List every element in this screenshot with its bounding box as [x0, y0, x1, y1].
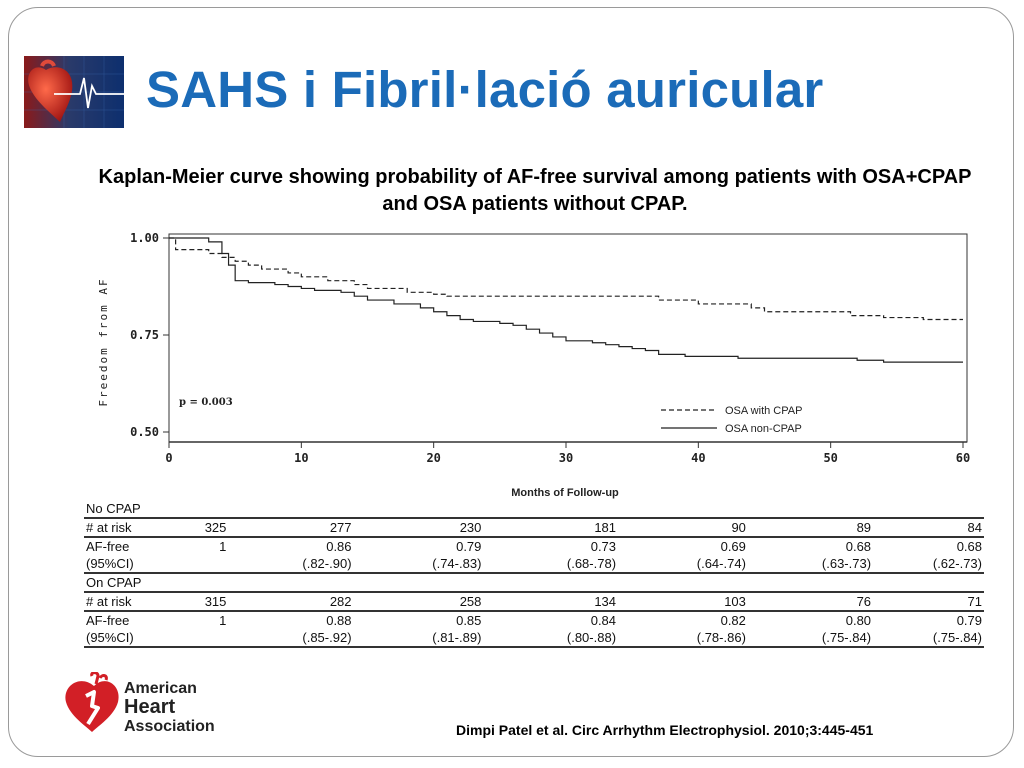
- af-free-cell: 0.85: [456, 613, 482, 628]
- ci-cell: (.78-.86): [618, 629, 748, 648]
- at-risk-cell: 230: [353, 518, 484, 538]
- heart-ecg-icon: [24, 56, 124, 128]
- aha-wordmark: American Heart Association: [124, 680, 215, 735]
- row-label: (95%CI): [84, 555, 165, 574]
- y-tick-label: 0.75: [130, 328, 159, 342]
- ci-cell: (.75-.84): [873, 629, 984, 648]
- x-tick-label: 60: [956, 451, 970, 465]
- ci-cell: [164, 629, 229, 648]
- legend-label-1: OSA with CPAP: [725, 405, 802, 417]
- ci-cell: (.75-.84): [747, 629, 874, 648]
- series-line-1: [169, 237, 963, 321]
- row-label: AF-free: [86, 539, 130, 554]
- af-free-cell: 0.86: [326, 539, 352, 554]
- at-risk-cell: 134: [483, 592, 619, 612]
- at-risk-cell: 71: [873, 592, 984, 612]
- at-risk-cell: 315: [164, 592, 229, 612]
- chart-legend: OSA with CPAP OSA non-CPAP: [661, 405, 802, 435]
- citation: Dimpi Patel et al. Circ Arrhythm Electro…: [456, 722, 874, 738]
- at-risk-cell: 89: [747, 518, 874, 538]
- group-header-row: On CPAP: [84, 573, 984, 593]
- group-label: No CPAP: [84, 500, 984, 519]
- af-free-cell: 0.68: [845, 539, 872, 554]
- p-value-annotation: p = 0.003: [179, 397, 233, 408]
- at-risk-cell: 84: [873, 518, 984, 538]
- y-tick-label: 0.50: [130, 425, 159, 439]
- row-label: # at risk: [84, 518, 165, 538]
- af-free-cell: 0.79: [456, 539, 482, 554]
- af-free-cell: 0.68: [956, 539, 982, 554]
- aha-word-3: Association: [124, 718, 215, 735]
- x-tick-label: 20: [426, 451, 440, 465]
- at-risk-cell: 103: [618, 592, 748, 612]
- row-label: (95%CI): [84, 629, 165, 648]
- group-label: On CPAP: [84, 573, 984, 593]
- chart-curves: [169, 237, 963, 363]
- aha-word-2: Heart: [124, 696, 176, 718]
- x-tick-label: 10: [294, 451, 308, 465]
- number-at-risk-table: No CPAP # at risk 325 277 230 181 90 89 84 AF-fre…: [84, 500, 984, 648]
- ci-cell: (.82-.90): [228, 555, 354, 574]
- at-risk-row: # at risk 325 277 230 181 90 89 84: [84, 518, 984, 538]
- af-free-cell: 0.73: [590, 539, 617, 554]
- aha-word-1: American: [124, 680, 197, 697]
- series-line-2: [169, 237, 963, 363]
- row-label: AF-free: [86, 613, 130, 628]
- chart-ticks: 0.50 0.75 1.00 0 10 20 30 40 50 60: [130, 231, 970, 465]
- af-free-cell: 0.79: [956, 613, 982, 628]
- af-free-cell: 0.80: [845, 613, 872, 628]
- af-free-cell: 0.84: [590, 613, 617, 628]
- american-heart-association-logo: [65, 672, 119, 732]
- ci-row: (95%CI) (.82-.90) (.74-.83) (.68-.78) (.64-.…: [84, 555, 984, 574]
- at-risk-cell: 277: [228, 518, 354, 538]
- ci-cell: (.81-.89): [353, 629, 484, 648]
- ci-cell: (.68-.78): [483, 555, 619, 574]
- slide-frame: [8, 7, 1014, 757]
- at-risk-cell: 282: [228, 592, 354, 612]
- ci-cell: (.80-.88): [483, 629, 619, 648]
- at-risk-cell: 90: [618, 518, 748, 538]
- plot-frame: [168, 233, 968, 443]
- x-tick-label: 0: [165, 451, 172, 465]
- x-axis-label: Months of Follow-up: [511, 487, 619, 499]
- at-risk-row: # at risk 315 282 258 134 103 76 71: [84, 592, 984, 612]
- ci-cell: [164, 555, 229, 574]
- group-header-row: No CPAP: [84, 500, 984, 519]
- legend-label-2: OSA non-CPAP: [725, 423, 802, 435]
- x-tick-label: 30: [559, 451, 573, 465]
- chart-description: Kaplan-Meier curve showing probability o…: [98, 166, 972, 215]
- ci-cell: (.85-.92): [228, 629, 354, 648]
- ci-cell: (.62-.73): [873, 555, 984, 574]
- ci-cell: (.64-.74): [618, 555, 748, 574]
- y-axis-label: Freedom from AF: [97, 277, 110, 406]
- kaplan-meier-chart: 0.500.751.000 10 20 30 40 50 60 OSA with CPAPO…: [97, 231, 970, 499]
- af-free-row: AF-free 1 0.88 0.85 0.84 0.82 0.80 0.79: [84, 611, 984, 629]
- af-free-cell: 1: [219, 613, 227, 628]
- af-free-cell: 1: [219, 539, 227, 554]
- at-risk-cell: 258: [353, 592, 484, 612]
- at-risk-cell: 181: [483, 518, 619, 538]
- af-free-cell: 0.88: [326, 613, 352, 628]
- at-risk-cell: 325: [164, 518, 229, 538]
- x-tick-label: 40: [691, 451, 705, 465]
- af-free-row: AF-free 1 0.86 0.79 0.73 0.69 0.68 0.68: [84, 537, 984, 555]
- ci-cell: (.74-.83): [353, 555, 484, 574]
- slide-title: SAHS i Fibril·lació auricular: [146, 61, 824, 118]
- y-tick-label: 1.00: [130, 231, 159, 245]
- ci-row: (95%CI) (.85-.92) (.81-.89) (.80-.88) (.78-.…: [84, 629, 984, 648]
- chart-axes: [168, 233, 968, 443]
- x-tick-label: 50: [823, 451, 837, 465]
- row-label: # at risk: [84, 592, 165, 612]
- af-free-cell: 0.69: [720, 539, 746, 554]
- af-free-cell: 0.82: [720, 613, 746, 628]
- ci-cell: (.63-.73): [747, 555, 874, 574]
- at-risk-cell: 76: [747, 592, 874, 612]
